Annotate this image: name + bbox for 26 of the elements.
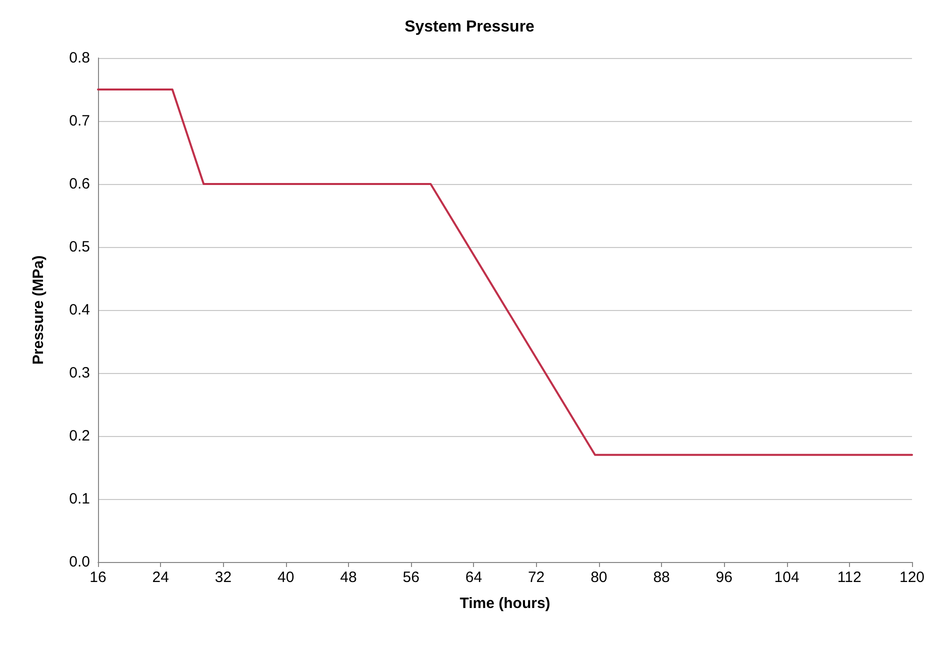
chart-title: System Pressure — [404, 18, 535, 36]
x-axis-title: Time (hours) — [460, 595, 550, 612]
x-tick-label: 120 — [899, 569, 925, 586]
x-tick-label: 88 — [653, 569, 670, 586]
x-tick-label: 48 — [340, 569, 357, 586]
x-tick-label: 16 — [90, 569, 106, 586]
y-tick-label: 0.3 — [69, 364, 90, 382]
y-tick-label: 0.1 — [69, 490, 90, 508]
y-tick-label: 0.7 — [69, 112, 90, 130]
x-tick-label: 80 — [590, 569, 608, 586]
x-tick-label: 32 — [214, 569, 232, 586]
y-tick-label: 0.4 — [69, 302, 90, 318]
y-tick-label: 0.5 — [69, 238, 90, 256]
x-tick-label: 96 — [716, 569, 732, 586]
x-tick-label: 24 — [152, 569, 169, 586]
y-tick-label: 0.6 — [69, 176, 90, 192]
x-tick-label: 112 — [837, 569, 862, 586]
x-tick-label: 40 — [278, 569, 294, 586]
y-tick-label: 0.2 — [69, 428, 90, 444]
y-tick-label: 0.8 — [69, 50, 90, 66]
y-tick-label: 0.0 — [69, 554, 90, 570]
y-axis-title: Pressure (MPa) — [30, 255, 47, 365]
x-tick-label: 64 — [465, 569, 482, 586]
x-tick-label: 104 — [774, 569, 800, 586]
x-tick-label: 56 — [402, 569, 420, 586]
x-tick-label: 72 — [528, 569, 545, 586]
